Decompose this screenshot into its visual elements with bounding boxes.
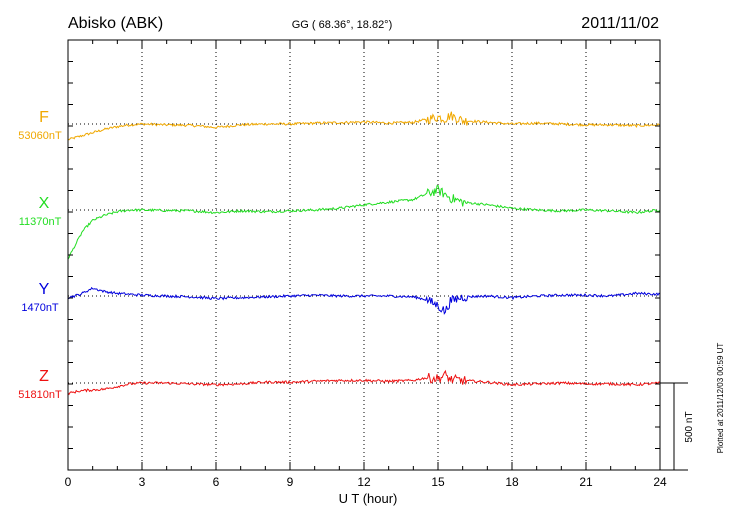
series-line-f <box>67 111 661 141</box>
plot-timestamp: Plotted at 2011/12/03 00:59 UT <box>716 343 725 454</box>
series-baseline-y: 1470nT <box>21 302 59 314</box>
x-axis-title: U T (hour) <box>339 491 398 506</box>
x-tick-label: 12 <box>357 475 371 489</box>
x-tick-label: 18 <box>505 475 519 489</box>
series-name-z: Z <box>39 368 49 385</box>
x-tick-label: 0 <box>65 475 72 489</box>
station-coordinates: GG ( 68.36°, 18.82°) <box>292 19 393 31</box>
observation-date: 2011/11/02 <box>581 15 659 32</box>
series-baseline-z: 51810nT <box>18 389 62 401</box>
series-name-f: F <box>39 109 49 126</box>
x-tick-label: 3 <box>139 475 146 489</box>
x-tick-label: 21 <box>579 475 593 489</box>
x-tick-label: 15 <box>431 475 445 489</box>
series-name-y: Y <box>39 281 50 298</box>
scale-bar-label: 500 nT <box>684 411 695 442</box>
x-tick-label: 24 <box>653 475 667 489</box>
scale-bar: 500 nT <box>660 382 695 471</box>
series-name-x: X <box>39 195 50 212</box>
x-tick-label: 6 <box>213 475 220 489</box>
station-title: Abisko (ABK) <box>68 15 163 32</box>
series-baseline-f: 53060nT <box>18 130 62 142</box>
series-baseline-x: 11370nT <box>19 216 62 228</box>
series-line-x <box>67 184 661 260</box>
series-line-z <box>67 369 661 396</box>
series-labels: F 53060nT X 11370nT Y 1470nT Z 51810nT <box>18 109 62 401</box>
x-tick-label: 9 <box>287 475 294 489</box>
series-lines <box>67 111 661 396</box>
series-line-y <box>67 286 661 315</box>
axis-ticks: 0 3 6 9 12 15 18 21 24 <box>65 40 667 489</box>
